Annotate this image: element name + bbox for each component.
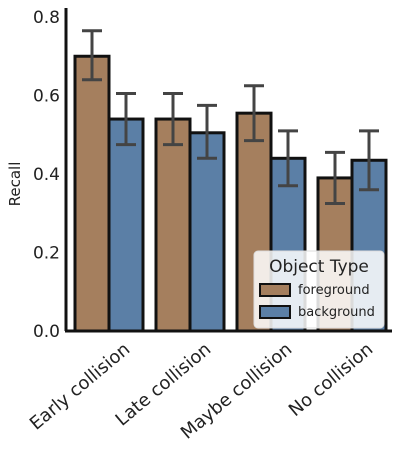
- legend-label-background: background: [298, 305, 375, 320]
- bar-foreground-1: [154, 117, 192, 333]
- bar-background-0: [107, 117, 145, 333]
- error-bar-background-0: [116, 92, 136, 147]
- y-tick-label: 0.4: [33, 165, 60, 185]
- error-bar-foreground-2: [244, 84, 264, 143]
- legend: Object Type foreground background: [253, 250, 385, 329]
- x-tick-label: No collision: [285, 339, 377, 421]
- y-tick-label: 0.6: [33, 87, 60, 107]
- legend-swatch-foreground: [259, 283, 291, 297]
- error-bar-foreground-0: [82, 29, 102, 82]
- y-tick-label: 0.0: [33, 322, 60, 342]
- bar-foreground-0: [73, 54, 111, 333]
- legend-title: Object Type: [269, 257, 369, 277]
- y-tick-label: 0.8: [33, 8, 60, 28]
- y-axis-title: Recall: [6, 162, 24, 207]
- axes: [64, 8, 392, 333]
- y-tick-label: 0.2: [33, 244, 60, 264]
- y-tick-labels: 0.0 0.2 0.4 0.6 0.8: [33, 8, 60, 342]
- error-bar-foreground-1: [163, 92, 183, 147]
- bar-background-1: [188, 131, 226, 333]
- legend-swatch-background: [259, 305, 291, 319]
- error-bar-background-3: [359, 129, 379, 192]
- error-bars: [82, 29, 379, 205]
- error-bar-background-1: [197, 103, 217, 160]
- error-bar-foreground-3: [325, 150, 345, 205]
- legend-label-foreground: foreground: [298, 283, 370, 298]
- error-bar-background-2: [278, 129, 298, 188]
